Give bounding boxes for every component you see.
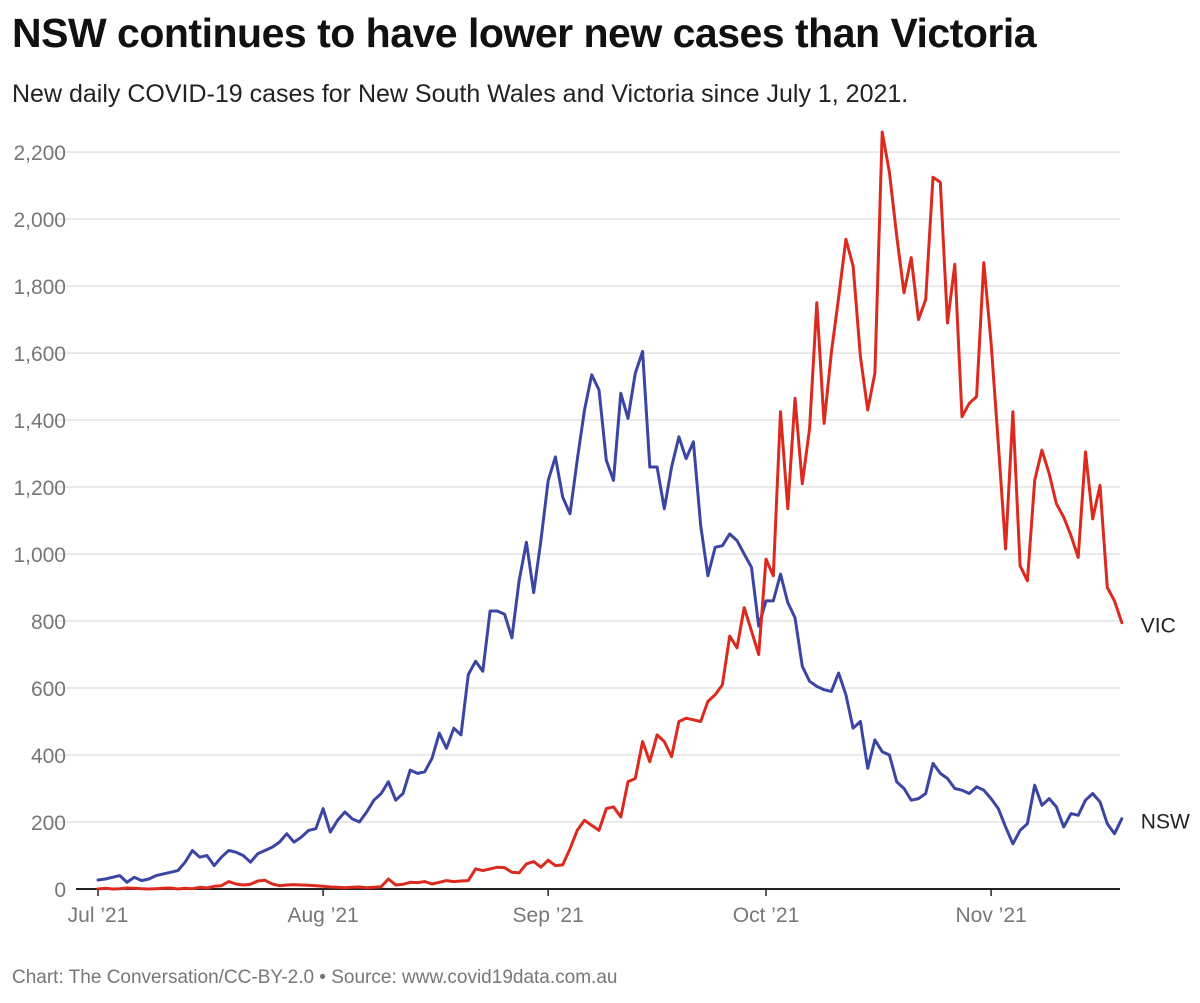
axes: 0 200 400 600 800 1,000 1,200 1,400 1,600 1,800 2,… <box>13 142 1120 927</box>
x-tick-label: Jul ’21 <box>68 904 129 927</box>
chart-source: Chart: The Conversation/CC-BY-2.0 • Sour… <box>12 967 618 988</box>
x-tick-label: Aug ’21 <box>287 904 358 927</box>
series-labels: NSW VIC <box>1141 615 1190 834</box>
chart-subtitle: New daily COVID-19 cases for New South W… <box>12 80 909 108</box>
chart-title: NSW continues to have lower new cases th… <box>12 10 1037 56</box>
x-tick-label: Sep ’21 <box>513 904 584 927</box>
line-chart: 0 200 400 600 800 1,000 1,200 1,400 1,600 1,800 2,… <box>13 130 1190 927</box>
x-tick-label: Oct ’21 <box>733 904 800 927</box>
series-label-vic: VIC <box>1141 615 1176 638</box>
y-tick-label: 1,600 <box>13 343 66 366</box>
y-tick-label: 1,200 <box>13 477 66 500</box>
gridlines <box>52 151 1120 823</box>
y-tick-label: 1,800 <box>13 276 66 299</box>
y-tick-label: 600 <box>31 678 66 701</box>
y-tick-label: 2,200 <box>13 142 66 165</box>
y-tick-label: 0 <box>54 879 66 902</box>
y-tick-label: 2,000 <box>13 209 66 232</box>
y-tick-label: 1,000 <box>13 544 66 567</box>
x-tick-label: Nov ’21 <box>955 904 1026 927</box>
series-label-nsw: NSW <box>1141 811 1190 834</box>
y-tick-label: 200 <box>31 812 66 835</box>
series-line-vic <box>96 130 1124 891</box>
series-line-nsw <box>96 349 1124 884</box>
y-tick-label: 800 <box>31 611 66 634</box>
y-tick-label: 400 <box>31 745 66 768</box>
y-tick-label: 1,400 <box>13 410 66 433</box>
series-lines <box>96 130 1124 891</box>
